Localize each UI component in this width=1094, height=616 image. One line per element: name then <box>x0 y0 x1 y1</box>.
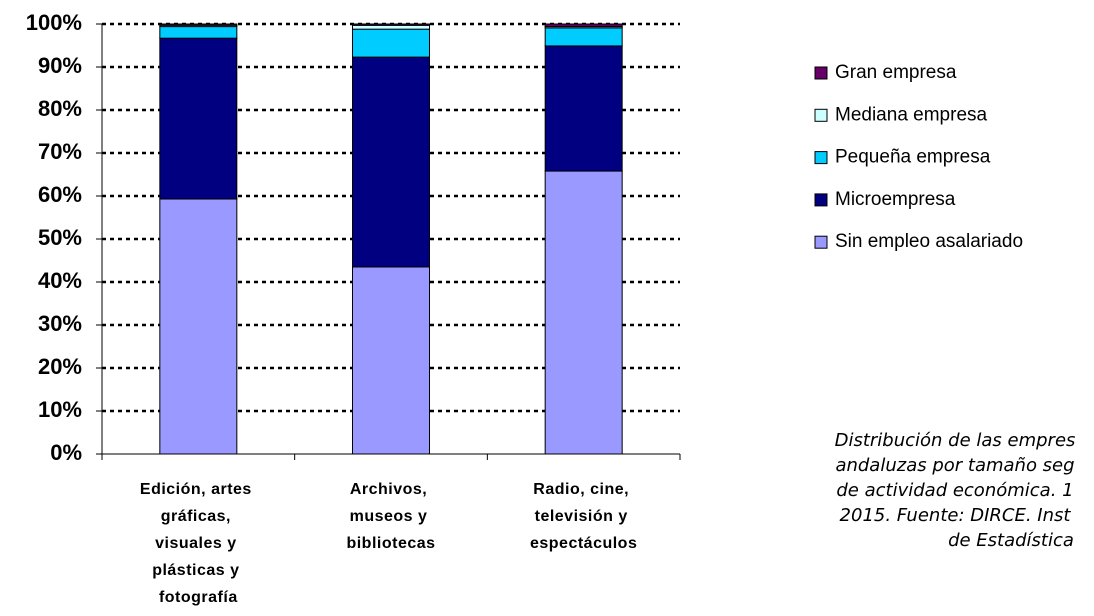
bar-segment <box>159 37 238 200</box>
bar-segment <box>159 23 238 26</box>
legend-label: Pequeña empresa <box>835 147 991 168</box>
x-tick-label-line: gráficas, <box>161 508 236 525</box>
bar-segment <box>352 266 430 455</box>
y-tick-label: 50% <box>38 225 82 250</box>
x-tick-label: Edición, artes gráficas, visuales y plás… <box>140 481 257 606</box>
bar-segment <box>352 24 430 30</box>
annotation: 2015. Fuente: DIRCE. Inst <box>840 505 1072 526</box>
x-tick-label-line: Radio, cine, <box>533 481 634 498</box>
y-tick-label: 30% <box>38 311 82 336</box>
y-tick-label: 90% <box>38 53 82 78</box>
y-tick-label: 100% <box>26 10 82 35</box>
annotation: de Estadística <box>948 530 1074 551</box>
y-tick-label: 20% <box>38 354 82 379</box>
y-tick-label: 40% <box>38 268 82 293</box>
legend-swatch <box>814 193 828 207</box>
x-tick-label: Radio, cine, televisión y espectáculos <box>530 481 637 552</box>
bar-segment <box>544 23 623 28</box>
bar-segment <box>159 198 238 455</box>
x-tick-label-line: plásticas y <box>152 562 244 579</box>
x-tick-label: Archivos, museos y bibliotecas <box>346 481 435 552</box>
y-tick-label: 0% <box>50 440 82 465</box>
legend-label: Microempresa <box>835 189 956 210</box>
legend-label: Sin empleo asalariado <box>835 231 1023 252</box>
x-tick-label-line: visuales y <box>155 535 241 552</box>
bar-segment <box>352 28 430 58</box>
bar-segment <box>544 45 623 172</box>
x-tick-label-line: espectáculos <box>530 535 637 552</box>
bar-segment <box>544 27 623 47</box>
annotation: andaluzas por tamaño seg <box>835 455 1074 476</box>
y-tick-label: 70% <box>38 139 82 164</box>
legend-label: Gran empresa <box>835 62 957 83</box>
legend-swatch <box>814 151 828 165</box>
x-tick-label-line: televisión y <box>535 508 633 525</box>
x-tick-label-line: fotografía <box>159 589 238 606</box>
annotation: de actividad económica. 1 <box>836 480 1073 501</box>
legend-swatch <box>814 66 828 80</box>
bar-segment <box>159 26 238 39</box>
legend-swatch <box>814 108 828 122</box>
legend-swatch <box>814 235 828 249</box>
y-tick-label: 10% <box>38 397 82 422</box>
y-tick-label: 80% <box>38 96 82 121</box>
x-tick-label-line: Archivos, <box>350 481 432 498</box>
bar-segment <box>352 23 430 26</box>
annotation: Distribución de las empres <box>835 430 1076 451</box>
bar-segment <box>352 56 430 268</box>
y-tick-label: 60% <box>38 182 82 207</box>
x-tick-label-line: bibliotecas <box>346 535 435 552</box>
legend-label: Mediana empresa <box>835 104 988 125</box>
bar-segment <box>544 170 623 455</box>
x-tick-label-line: museos y <box>350 508 433 525</box>
x-tick-label-line: Edición, artes <box>140 481 257 498</box>
